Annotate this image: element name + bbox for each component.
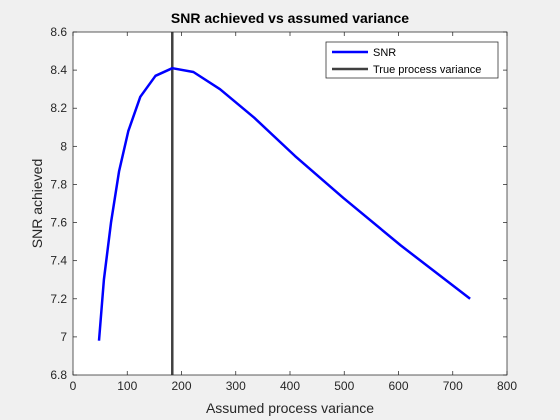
x-tick-label: 400 bbox=[280, 379, 300, 393]
x-tick-label: 200 bbox=[171, 379, 191, 393]
chart-title: SNR achieved vs assumed variance bbox=[171, 10, 409, 26]
x-tick-label: 700 bbox=[443, 379, 463, 393]
legend-label-snr: SNR bbox=[373, 47, 396, 59]
y-tick-label: 6.8 bbox=[50, 368, 67, 382]
y-tick-label: 8.2 bbox=[50, 101, 67, 115]
x-tick-label: 600 bbox=[388, 379, 408, 393]
snr-series-line bbox=[97, 66, 471, 341]
x-axis-label: Assumed process variance bbox=[206, 400, 374, 416]
legend-box bbox=[325, 41, 499, 79]
y-tick-label: 7 bbox=[60, 330, 67, 344]
x-tick-label: 100 bbox=[117, 379, 137, 393]
axis-ticks: 0 100 200 300 400 500 600 700 800 6.8 7 7.2 7.4 7.6 7.… bbox=[50, 25, 517, 393]
y-tick-label: 7.6 bbox=[50, 216, 67, 230]
y-tick-label: 8.4 bbox=[50, 63, 67, 77]
y-tick-label: 8 bbox=[60, 139, 67, 153]
axes-background bbox=[73, 32, 507, 375]
x-tick-label: 500 bbox=[334, 379, 354, 393]
legend: SNR True process variance bbox=[325, 41, 499, 79]
x-tick-label: 800 bbox=[497, 379, 517, 393]
y-tick-label: 8.6 bbox=[50, 25, 67, 39]
axes-box bbox=[72, 31, 508, 376]
y-tick-label: 7.8 bbox=[50, 177, 67, 191]
plot-area bbox=[97, 32, 471, 375]
legend-label-true-process-variance: True process variance bbox=[373, 64, 481, 76]
x-tick-label: 300 bbox=[226, 379, 246, 393]
y-tick-label: 7.2 bbox=[50, 292, 67, 306]
x-tick-label: 0 bbox=[70, 379, 77, 393]
y-axis-label: SNR achieved bbox=[29, 159, 45, 249]
y-tick-label: 7.4 bbox=[50, 254, 67, 268]
